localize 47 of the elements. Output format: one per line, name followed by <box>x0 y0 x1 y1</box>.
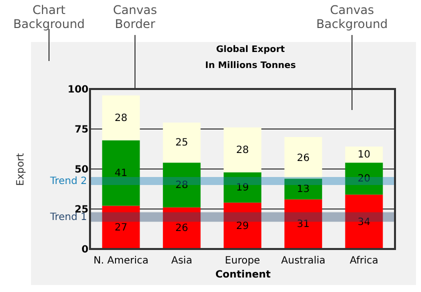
bar <box>102 206 140 249</box>
data-label: 28 <box>236 144 249 156</box>
x-tick-label: Europe <box>224 256 260 266</box>
data-label: 25 <box>175 138 188 149</box>
y-tick-label: 50 <box>74 164 89 176</box>
bar <box>284 178 322 200</box>
bar <box>345 162 383 195</box>
data-label: 29 <box>236 220 249 232</box>
data-label: 26 <box>175 223 188 234</box>
y-tick-label: 100 <box>68 84 89 96</box>
data-label: 13 <box>296 184 310 195</box>
y-axis-title: Export <box>16 153 27 186</box>
data-label: 31 <box>296 219 310 230</box>
x-tick-label: Australia <box>281 256 326 266</box>
bar <box>102 95 140 140</box>
y-tick-label: 75 <box>74 124 89 136</box>
data-label: 26 <box>296 152 310 164</box>
bar <box>345 146 383 163</box>
data-label: 28 <box>114 112 128 124</box>
data-label: 10 <box>358 150 370 161</box>
data-label: 19 <box>236 182 249 194</box>
x-tick-label: N. America <box>93 256 149 266</box>
bar <box>345 194 383 249</box>
y-tick-label: 0 <box>82 244 89 256</box>
bar <box>162 207 201 249</box>
bar <box>102 140 140 206</box>
bar <box>224 127 262 172</box>
chart-subtitle: In Millions Tonnes <box>205 61 296 71</box>
x-tick-label: Africa <box>350 256 378 266</box>
bar <box>162 122 201 163</box>
data-label: 34 <box>358 216 370 228</box>
x-tick-label: Asia <box>171 256 192 266</box>
bar <box>284 199 322 249</box>
bar <box>224 172 262 203</box>
data-label: 27 <box>114 222 128 234</box>
x-axis-title: Continent <box>215 270 271 280</box>
data-label: 41 <box>114 168 128 179</box>
text: Chart Background <box>13 3 85 31</box>
bar <box>284 137 322 179</box>
text: Canvas Border <box>112 3 158 31</box>
bar <box>224 202 262 249</box>
chart-title: Global Export <box>216 45 286 55</box>
text: Canvas Background <box>316 3 388 31</box>
bar <box>162 162 201 208</box>
data-label: 20 <box>358 174 370 185</box>
band-label: Trend 2 <box>49 176 87 187</box>
band-label: Trend 1 <box>49 212 87 223</box>
